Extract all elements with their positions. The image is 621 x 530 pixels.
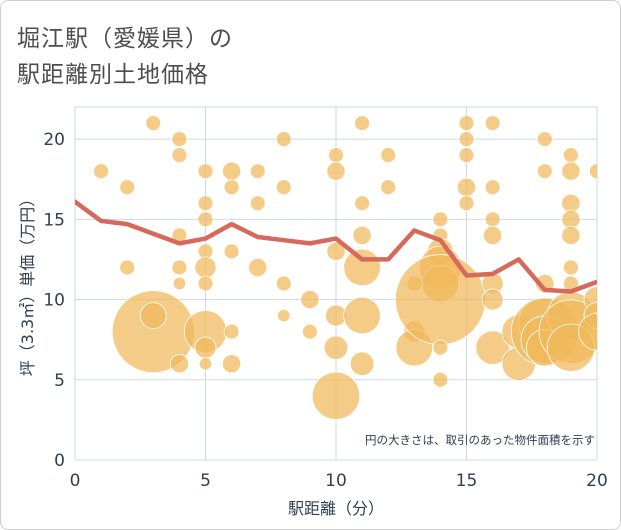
bubble-point bbox=[197, 275, 214, 292]
bubble-point bbox=[343, 296, 381, 335]
bubble-point bbox=[561, 161, 581, 181]
bubble-point bbox=[194, 256, 217, 279]
bubble-point bbox=[349, 351, 375, 376]
bubble-point bbox=[171, 147, 188, 164]
tick-labels: 0 5 10 15 20 0 5 10 15 20 bbox=[43, 130, 607, 491]
y-tick-label: 0 bbox=[54, 451, 65, 471]
bubble-point bbox=[483, 225, 503, 245]
bubble-point bbox=[458, 195, 475, 212]
bubble-point bbox=[301, 323, 318, 340]
average-price-line bbox=[75, 199, 597, 294]
y-tick-label: 20 bbox=[43, 130, 65, 150]
bubble-point bbox=[458, 115, 475, 131]
bubble-point bbox=[561, 225, 581, 245]
bubble-point bbox=[311, 371, 361, 420]
y-tick-label: 10 bbox=[43, 291, 65, 311]
bubble-point bbox=[380, 179, 397, 196]
x-axis-label: 駅距離（分） bbox=[288, 499, 384, 518]
bubble-point bbox=[536, 131, 553, 147]
bubble-point bbox=[249, 195, 266, 212]
bubble-layer bbox=[93, 115, 597, 420]
bubble-point bbox=[563, 147, 579, 164]
x-tick-label: 5 bbox=[200, 471, 211, 491]
x-tick-label: 10 bbox=[325, 471, 347, 491]
bubble-point bbox=[223, 323, 240, 340]
bubble-point bbox=[171, 259, 188, 276]
bubble-point bbox=[328, 147, 344, 164]
bubble-point bbox=[563, 259, 579, 276]
bubble-point bbox=[223, 179, 240, 196]
bubble-point bbox=[223, 243, 240, 260]
bubble-point bbox=[197, 163, 214, 180]
chart-title-line-2: 駅距離別土地価格 bbox=[17, 62, 209, 88]
bubble-point bbox=[561, 193, 581, 213]
bubble-point bbox=[456, 177, 477, 197]
y-axis-label: 坪（3.3㎡）単価（万円） bbox=[18, 191, 37, 376]
bubble-point bbox=[194, 336, 217, 359]
bubble-point bbox=[432, 371, 449, 388]
bubble-point bbox=[277, 308, 291, 323]
bubble-point bbox=[326, 161, 346, 181]
bubble-point bbox=[354, 195, 371, 212]
bubble-point bbox=[222, 161, 242, 181]
bubble-point bbox=[484, 115, 501, 131]
bubble-point bbox=[458, 147, 475, 164]
bubble-point bbox=[197, 195, 214, 212]
bubble-point bbox=[475, 330, 510, 365]
bubble-point bbox=[354, 115, 371, 131]
bubble-point bbox=[589, 163, 597, 180]
bubble-point bbox=[171, 131, 188, 147]
x-tick-label: 20 bbox=[586, 471, 608, 491]
bubble-point bbox=[536, 163, 553, 180]
bubble-point bbox=[481, 288, 504, 311]
bubble-point bbox=[343, 248, 381, 287]
bubble-point bbox=[275, 275, 292, 292]
bubble-point bbox=[139, 302, 167, 329]
bubble-point bbox=[119, 179, 136, 196]
x-tick-label: 15 bbox=[456, 471, 478, 491]
bubble-point bbox=[561, 209, 581, 229]
y-tick-label: 15 bbox=[43, 210, 65, 230]
bubble-point bbox=[249, 163, 266, 180]
bubble-point bbox=[198, 357, 213, 371]
bubble-size-note: 円の大きさは、取引のあった物件面積を示す bbox=[365, 433, 595, 447]
bubble-point bbox=[578, 312, 597, 351]
bubble-point bbox=[300, 289, 320, 310]
bubble-point bbox=[119, 259, 136, 276]
bubble-point bbox=[275, 131, 292, 147]
bubble-point bbox=[432, 211, 449, 228]
y-tick-label: 5 bbox=[54, 371, 65, 391]
bubble-point bbox=[484, 179, 501, 196]
bubble-point bbox=[93, 163, 109, 180]
average-line-layer bbox=[75, 199, 597, 294]
bubble-point bbox=[432, 339, 449, 356]
bubble-point bbox=[172, 276, 187, 291]
bubble-point bbox=[394, 254, 486, 345]
bubble-point bbox=[323, 335, 349, 360]
bubble-point bbox=[326, 241, 346, 261]
x-tick-label: 0 bbox=[70, 471, 81, 491]
bubble-point bbox=[352, 225, 372, 245]
bubble-point bbox=[484, 211, 501, 228]
bubble-point bbox=[248, 257, 268, 278]
bubble-point bbox=[458, 131, 475, 147]
bubble-point bbox=[169, 354, 189, 374]
bubble-point bbox=[197, 211, 214, 228]
bubble-point bbox=[222, 354, 242, 374]
chart-title-line-1: 堀江駅（愛媛県）の bbox=[17, 26, 233, 52]
bubble-point bbox=[145, 115, 162, 131]
bubble-point bbox=[275, 179, 292, 196]
bubble-point bbox=[380, 147, 397, 164]
